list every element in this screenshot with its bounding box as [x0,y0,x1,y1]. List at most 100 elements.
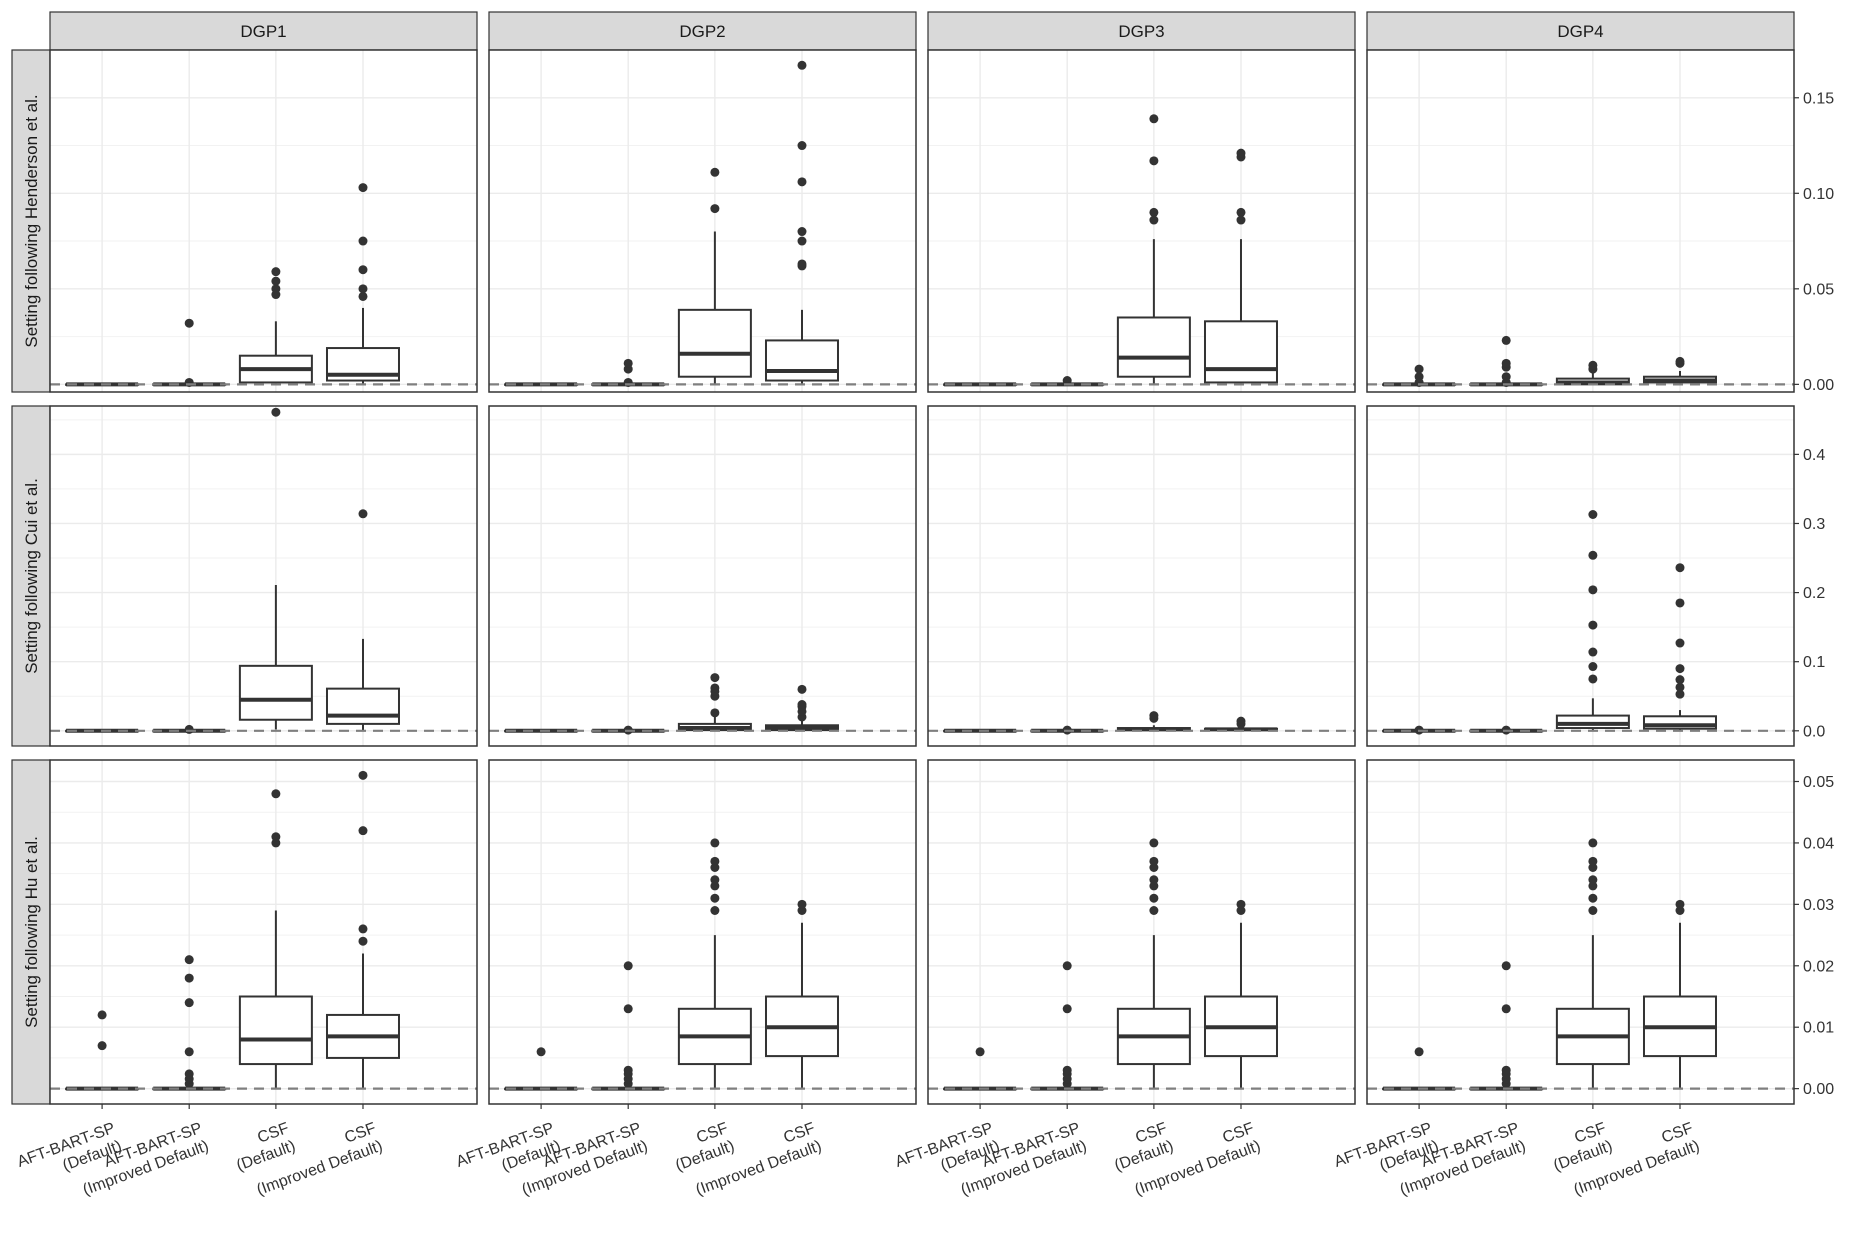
outlier-point [358,236,368,246]
outlier-point [184,1047,194,1057]
x-tick-label-3: CSF(Default) [1106,1120,1176,1175]
panel-r1-c1 [49,49,478,393]
outlier-point [1675,356,1685,366]
column-strip-4 [1366,11,1795,51]
panel-r1-c2 [488,49,917,393]
outlier-point [1236,148,1246,158]
boxplot-4 [325,509,400,731]
row-strip-label-3: Setting following Hu et al. [22,836,41,1028]
outlier-point [710,673,720,683]
outlier-point [358,291,368,301]
y-tick-label: 0.04 [1803,835,1834,852]
panel-r2-c2 [488,405,917,747]
panel-background [489,406,916,746]
boxplot-3 [677,167,752,385]
y-tick-label: 0.4 [1803,447,1825,464]
y-tick-label: 0.01 [1803,1020,1834,1037]
outlier-point [797,177,807,187]
outlier-point [1062,1065,1072,1075]
outlier-point [1501,372,1511,382]
boxplot-3 [1116,838,1191,1089]
outlier-point [1501,1065,1511,1075]
outlier-point [797,259,807,269]
outlier-point [1588,662,1598,672]
box-iqr [1116,316,1191,378]
outlier-point [1149,156,1159,166]
outlier-point [184,724,194,734]
panel-border [927,759,1356,1105]
boxplot-4 [1203,899,1278,1089]
y-tick-label: 0.00 [1803,1081,1834,1098]
outlier-point [1062,961,1072,971]
outlier-point [797,60,807,70]
boxplot-4 [764,899,839,1089]
outlier-point [710,167,720,177]
boxplot-4 [1203,148,1278,385]
outlier-point [623,1065,633,1075]
panel-r1-c3 [927,49,1356,393]
y-tick-label: 0.15 [1803,90,1834,107]
outlier-point [184,1069,194,1079]
outlier-point [710,708,720,718]
outlier-point [1149,906,1159,915]
outlier-point [1414,364,1424,374]
outlier-point [1675,598,1685,608]
outlier-point [536,1047,546,1057]
outlier-point [710,856,720,866]
boxplot-4 [764,60,839,385]
outlier-point [1149,114,1159,124]
outlier-point [623,358,633,368]
row-strip-label-1: Setting following Henderson et al. [22,94,41,347]
outlier-point [1501,335,1511,345]
outlier-point [797,700,807,710]
boxplot-3 [677,673,752,732]
outlier-point [184,377,194,387]
panel-border [927,405,1356,747]
outlier-point [1236,215,1246,225]
panel-border [49,405,478,747]
outlier-point [184,998,194,1008]
boxplot-4 [325,770,400,1089]
panel-border [1366,759,1795,1105]
outlier-point [358,284,368,294]
panel-r2-c3 [927,405,1356,747]
outlier-point [1149,711,1159,721]
boxplot-3 [238,267,313,385]
outlier-point [797,236,807,246]
outlier-point [1588,856,1598,866]
boxplot-3 [238,407,313,730]
boxplot-3 [1555,509,1630,731]
outlier-point [1062,376,1072,386]
outlier-point [710,683,720,693]
outlier-point [1588,585,1598,595]
outlier-point [1675,563,1685,573]
y-tick-label: 0.0 [1803,723,1825,740]
outlier-point [1236,716,1246,726]
outlier-point [710,906,720,915]
panel-r3-c1 [49,759,478,1105]
outlier-point [1149,215,1159,225]
column-strip-1 [49,11,478,51]
outlier-point [271,832,281,842]
outlier-point [797,899,807,909]
column-strip-3 [927,11,1356,51]
panel-r3-c4 [1366,759,1795,1105]
outlier-point [1149,838,1159,848]
outlier-point [358,183,368,193]
y-tick-label: 0.3 [1803,516,1825,533]
boxplot-3 [677,838,752,1089]
panel-border [927,49,1356,393]
outlier-point [271,267,281,277]
panel-border [488,759,917,1105]
outlier-point [1414,372,1424,382]
y-tick-label: 0.1 [1803,654,1825,671]
outlier-point [1588,550,1598,560]
outlier-point [1149,207,1159,217]
outlier-point [358,936,368,946]
boxplot-4 [1642,356,1717,385]
outlier-point [710,204,720,214]
outlier-point [1062,1004,1072,1014]
outlier-point [271,284,281,294]
panel-border [488,49,917,393]
